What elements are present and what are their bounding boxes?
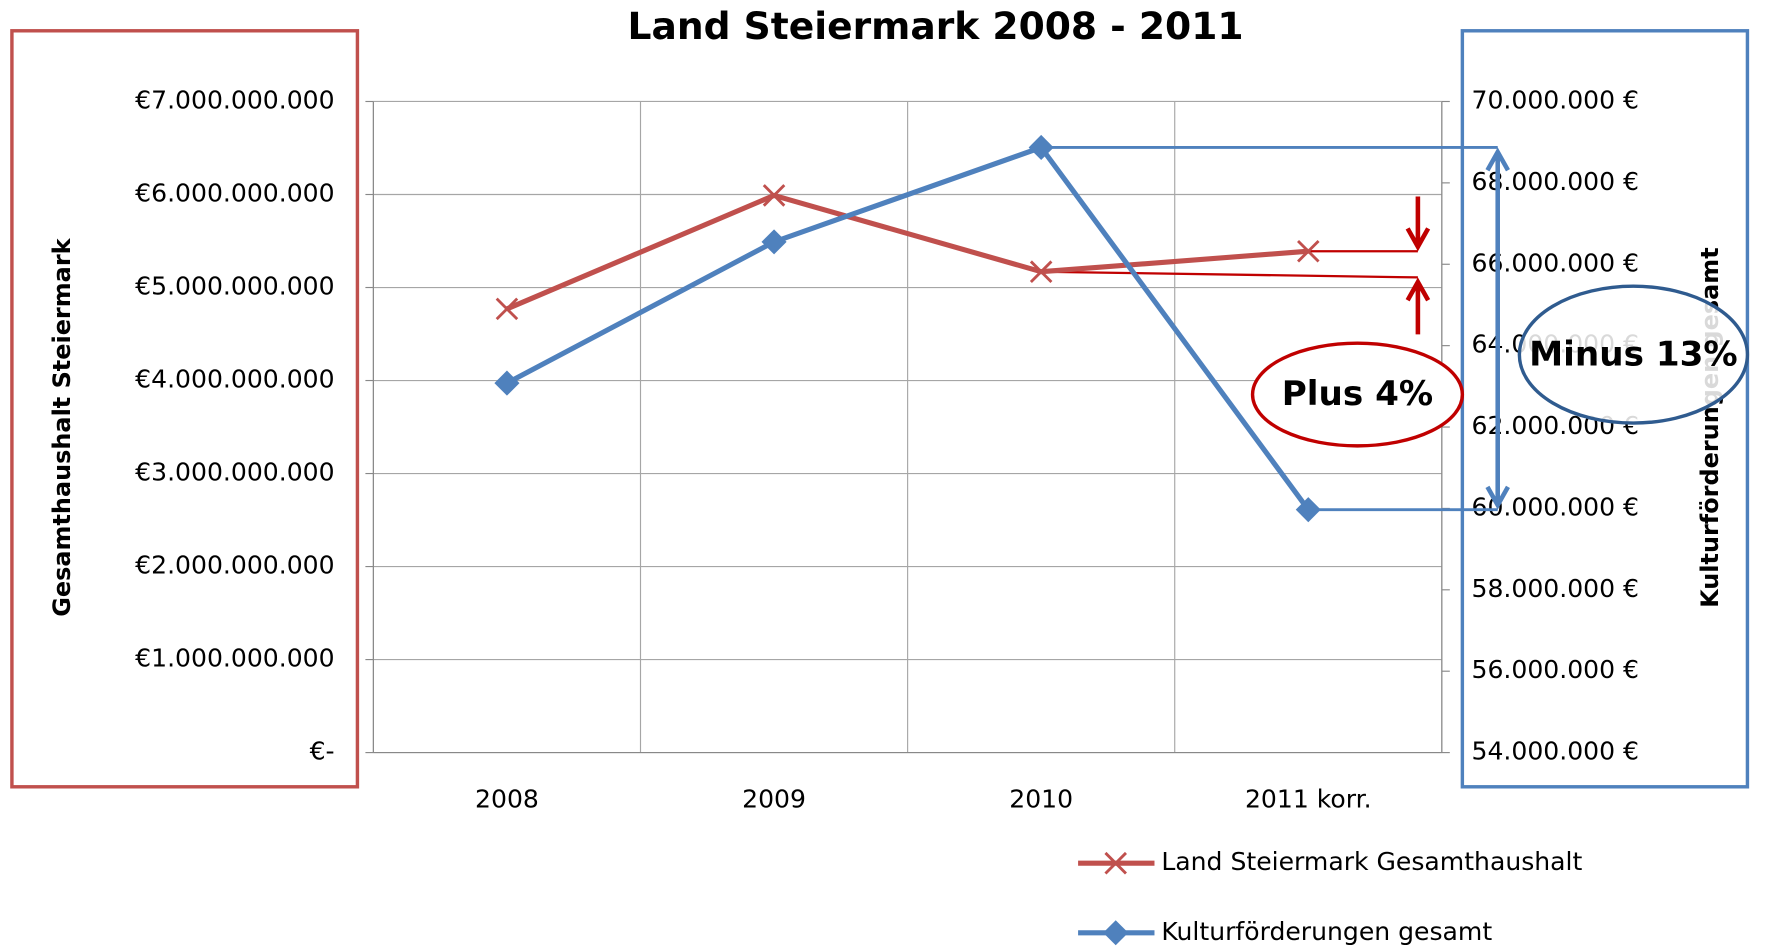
y-tick-label: €5.000.000.000 (135, 272, 334, 301)
annotation: Plus 4% (1282, 374, 1433, 414)
legend-label: Kulturförderungen gesamt (1161, 917, 1492, 946)
y-tick-label: €- (310, 737, 335, 766)
marker (1104, 851, 1127, 875)
marker (494, 370, 520, 396)
legend-label: Land Steiermark Gesamthaushalt (1161, 847, 1582, 876)
series-line (505, 144, 1311, 512)
marker (761, 229, 787, 255)
y-axis-label: Gesamthaushalt Steiermark (48, 237, 76, 616)
y-tick-label: €2.000.000.000 (135, 551, 334, 580)
highlight-box (10, 29, 360, 789)
highlight-box (1460, 29, 1750, 789)
x-tick-label: 2008 (475, 784, 539, 813)
connector (1041, 146, 1498, 512)
marker (762, 184, 786, 207)
marker (1297, 239, 1320, 263)
marker (1028, 134, 1054, 161)
y-tick-label: €6.000.000.000 (135, 179, 334, 208)
series-line (505, 192, 1309, 312)
y2-tick-label: 58.000.000 € (1471, 574, 1639, 603)
y-tick-label: €7.000.000.000 (135, 85, 334, 114)
annotation-bubble (1517, 284, 1750, 425)
y-tick-label: €4.000.000.000 (135, 365, 334, 394)
annotation-bubble (1250, 341, 1465, 448)
y2-tick-label: 56.000.000 € (1471, 655, 1639, 684)
x-tick-label: 2010 (1009, 784, 1073, 813)
x-tick-label: 2011 korr. (1245, 784, 1372, 813)
arrow (1405, 196, 1431, 335)
annotation: Minus 13% (1529, 334, 1738, 374)
marker (1103, 920, 1129, 946)
y2-tick-label: 70.000.000 € (1471, 85, 1639, 114)
marker (495, 297, 519, 321)
arrow (1485, 147, 1510, 510)
y-tick-label: €3.000.000.000 (135, 458, 334, 487)
marker (1029, 260, 1053, 283)
y2-tick-label: 54.000.000 € (1471, 737, 1639, 766)
chart-title: Land Steiermark 2008 - 2011 (628, 4, 1244, 48)
connector (1041, 250, 1418, 279)
x-tick-label: 2009 (742, 784, 806, 813)
marker (1295, 497, 1321, 523)
y-tick-label: €1.000.000.000 (135, 644, 334, 673)
